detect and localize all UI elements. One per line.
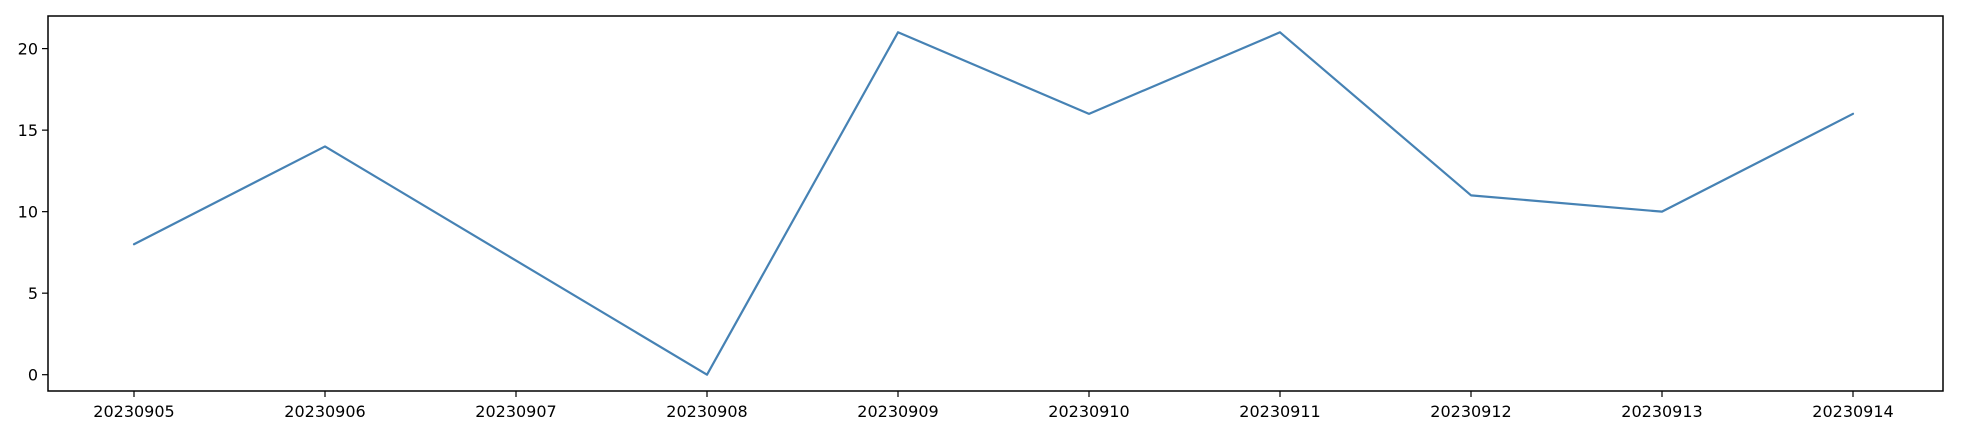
data-point bbox=[1469, 193, 1473, 197]
x-tick-label: 20230913 bbox=[1621, 402, 1702, 421]
plot-area bbox=[48, 16, 1943, 391]
x-tick-label: 20230909 bbox=[857, 402, 938, 421]
data-point bbox=[705, 373, 709, 377]
data-point bbox=[1278, 30, 1282, 34]
x-tick-label: 20230911 bbox=[1239, 402, 1320, 421]
data-point bbox=[1087, 112, 1091, 116]
data-point bbox=[323, 144, 327, 148]
y-tick-label: 20 bbox=[18, 40, 38, 59]
y-tick-label: 15 bbox=[18, 121, 38, 140]
x-tick-label: 20230910 bbox=[1048, 402, 1129, 421]
x-tick-label: 20230906 bbox=[284, 402, 365, 421]
y-tick-label: 5 bbox=[28, 284, 38, 303]
data-point bbox=[896, 30, 900, 34]
series-line bbox=[132, 31, 1855, 376]
x-axis: 20230905 20230906 20230907 20230908 20230909… bbox=[93, 391, 1894, 421]
x-tick-label: 20230912 bbox=[1430, 402, 1511, 421]
data-point bbox=[1851, 112, 1855, 116]
x-tick-label: 20230905 bbox=[93, 402, 174, 421]
x-tick-label: 20230908 bbox=[666, 402, 747, 421]
y-tick-label: 0 bbox=[28, 366, 38, 385]
data-point bbox=[1660, 210, 1664, 214]
plot-frame bbox=[47, 15, 1944, 392]
x-tick-label: 20230907 bbox=[475, 402, 556, 421]
data-point bbox=[514, 259, 518, 263]
data-point bbox=[132, 242, 136, 246]
series-layer bbox=[132, 30, 1855, 377]
y-tick-label: 10 bbox=[18, 203, 38, 222]
y-axis: 0 5 10 15 20 bbox=[18, 40, 48, 385]
x-tick-label: 20230914 bbox=[1812, 402, 1893, 421]
